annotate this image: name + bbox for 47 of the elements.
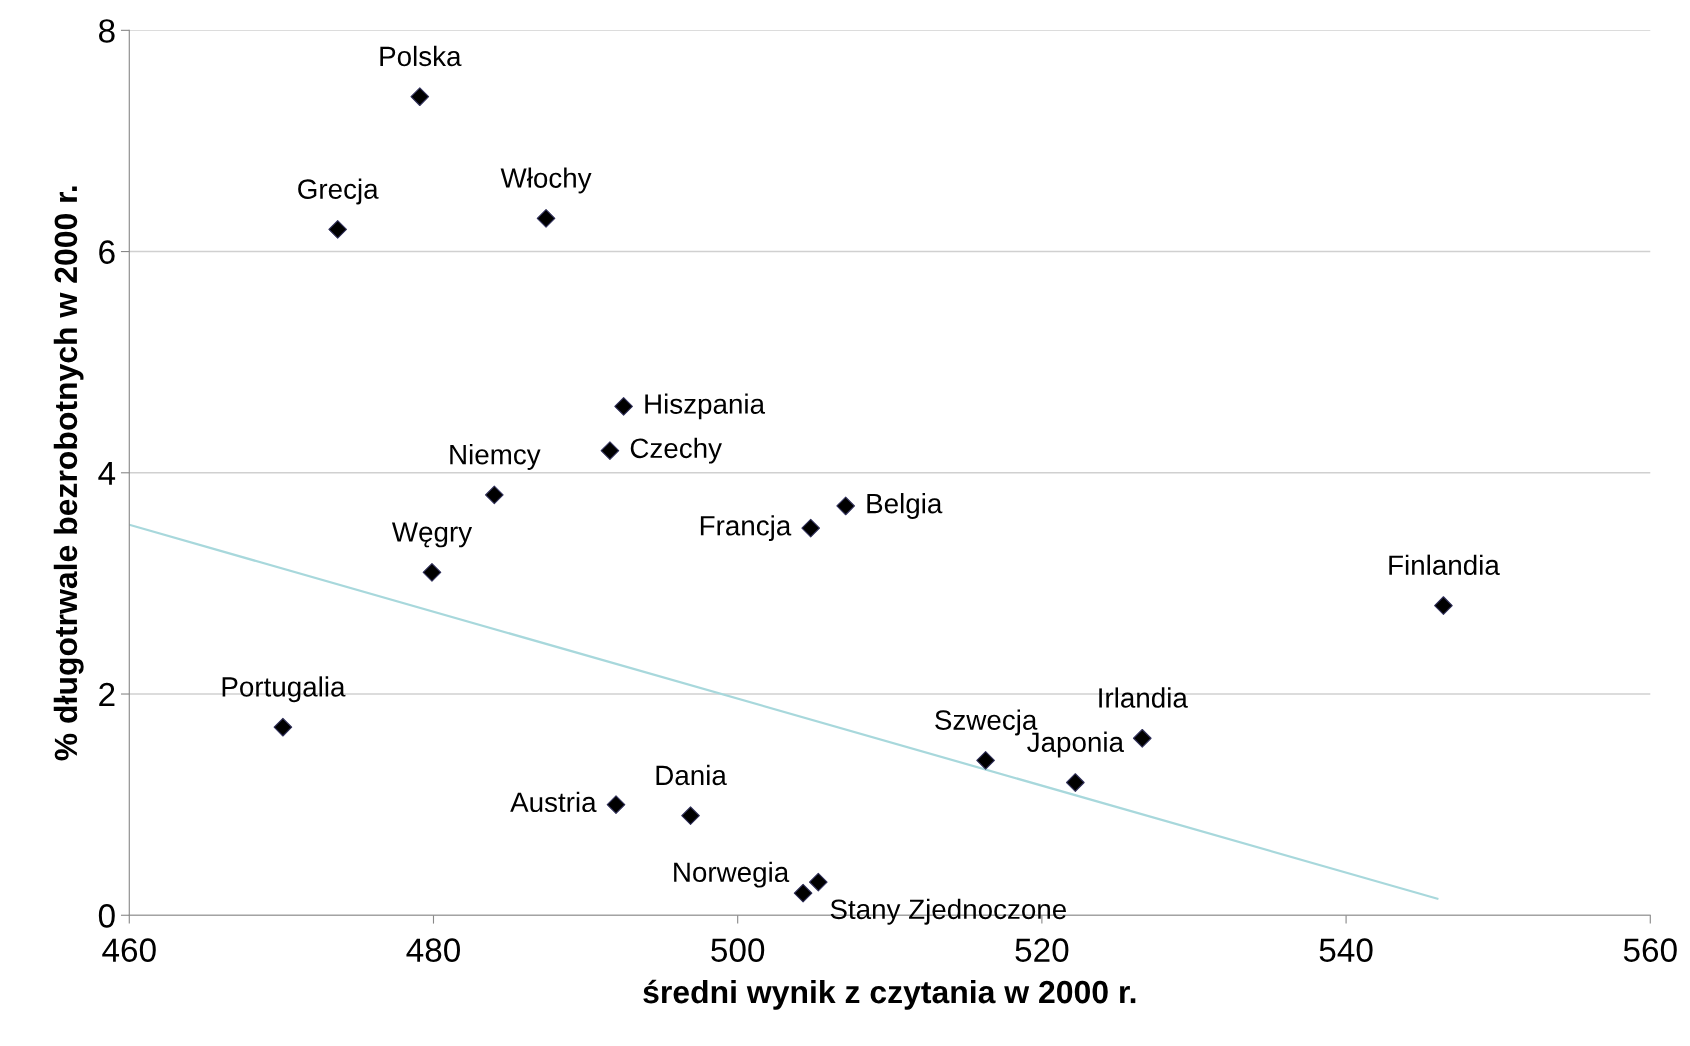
- point: [614, 397, 633, 416]
- point: [836, 496, 856, 516]
- annotation: Włochy: [500, 167, 592, 194]
- x-tick-label: 540: [1319, 938, 1373, 962]
- x-tick-label: 520: [1015, 938, 1069, 962]
- point: [808, 872, 828, 892]
- annotation: Norwegia: [674, 861, 790, 888]
- annotation: Niemcy: [450, 444, 541, 470]
- point: [606, 795, 626, 814]
- annotation: Dania: [656, 764, 727, 786]
- annotation: Francja: [700, 515, 792, 542]
- annotation: Grecja: [298, 178, 379, 205]
- point: [600, 441, 620, 461]
- point: [328, 220, 348, 239]
- annotation: Portugalia: [222, 676, 346, 703]
- point: [976, 751, 995, 770]
- point: [422, 563, 442, 582]
- point: [793, 883, 813, 903]
- y-tick-label: 0: [98, 904, 115, 928]
- annotation: Finlandia: [1389, 554, 1500, 576]
- point: [273, 717, 293, 737]
- point: [484, 485, 504, 505]
- x-axis-title: średni wynik z czytania w 2000 r.: [643, 979, 1136, 1010]
- x-tick-label: 560: [1623, 938, 1677, 962]
- annotation: Węgry: [391, 522, 473, 548]
- y-tick-label: 6: [99, 240, 115, 264]
- x-tick-label: 500: [711, 938, 765, 962]
- point: [536, 209, 556, 228]
- annotation: Irlandia: [1099, 687, 1188, 708]
- y-axis-title: % długotrwale bezrobotnych w 2000 r.: [53, 186, 84, 761]
- point: [1434, 596, 1453, 615]
- point: [681, 806, 700, 826]
- point: [1066, 773, 1085, 792]
- point: [410, 87, 430, 107]
- annotation: Polska: [380, 45, 462, 67]
- annotation: Hiszpania: [645, 393, 766, 420]
- annotation: Belgia: [867, 493, 943, 519]
- point: [801, 518, 821, 538]
- x-tick-label: 460: [102, 938, 156, 962]
- annotation: Czechy: [630, 437, 722, 464]
- annotation: Austria: [510, 791, 597, 813]
- point: [1132, 728, 1152, 748]
- y-tick-label: 8: [99, 19, 115, 43]
- x-tick-label: 480: [406, 938, 460, 962]
- y-tick-label: 4: [98, 461, 116, 485]
- annotation: Stany Zjednoczone: [830, 898, 1066, 925]
- y-tick-label: 2: [99, 682, 115, 707]
